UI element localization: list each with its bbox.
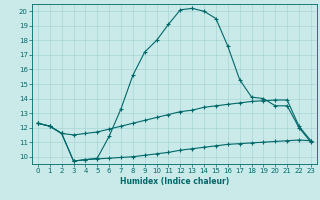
X-axis label: Humidex (Indice chaleur): Humidex (Indice chaleur) — [120, 177, 229, 186]
